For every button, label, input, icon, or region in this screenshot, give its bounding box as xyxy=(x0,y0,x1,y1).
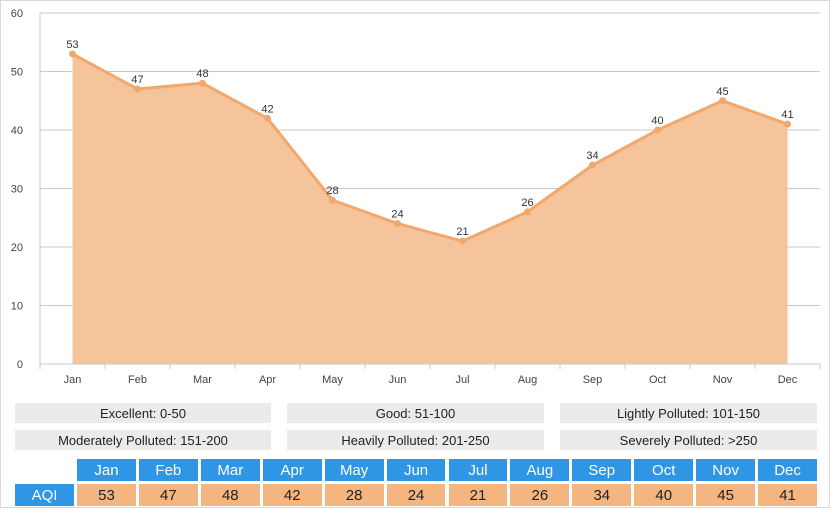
x-tick-label: Jun xyxy=(389,374,407,386)
x-tick-label: Apr xyxy=(259,374,276,386)
x-tick-label: Sep xyxy=(583,374,603,386)
table-month-header: Mar xyxy=(200,459,260,481)
table-aqi-value: 42 xyxy=(262,484,322,506)
data-label: 24 xyxy=(391,209,403,221)
table-month-header: Aug xyxy=(510,459,570,481)
table-aqi-value: 47 xyxy=(138,484,198,506)
table-aqi-value: 48 xyxy=(200,484,260,506)
x-tick-label: Jul xyxy=(455,374,469,386)
data-label: 34 xyxy=(586,150,598,162)
table-aqi-value: 41 xyxy=(758,484,817,506)
table-month-header: May xyxy=(324,459,384,481)
table-month-header: Sep xyxy=(572,459,632,481)
legend-heavily-polluted: Heavily Polluted: 201-250 xyxy=(287,430,544,450)
y-tick-label: 40 xyxy=(11,125,23,137)
y-tick-label: 50 xyxy=(11,67,23,79)
series-line xyxy=(71,52,789,243)
table-aqi-value: 26 xyxy=(510,484,570,506)
legend-severely-polluted: Severely Polluted: >250 xyxy=(560,430,817,450)
x-tick-label: Jan xyxy=(64,374,82,386)
table-month-header: Jul xyxy=(448,459,508,481)
data-point xyxy=(329,196,336,204)
data-point xyxy=(524,208,531,216)
legend-moderately-polluted: Moderately Polluted: 151-200 xyxy=(15,430,271,450)
data-point xyxy=(589,161,596,169)
table-aqi-value: 21 xyxy=(448,484,508,506)
data-label: 28 xyxy=(326,185,338,197)
y-tick-label: 0 xyxy=(17,359,23,371)
data-label: 53 xyxy=(66,39,78,51)
x-tick-label: Mar xyxy=(193,374,212,386)
data-label: 21 xyxy=(456,226,468,238)
x-tick-label: Dec xyxy=(778,374,798,386)
table-month-header: Apr xyxy=(262,459,322,481)
y-tick-label: 30 xyxy=(11,184,23,196)
table-aqi-value: 24 xyxy=(386,484,446,506)
data-label: 47 xyxy=(131,74,143,86)
table-month-header: Jun xyxy=(386,459,446,481)
data-point xyxy=(784,120,791,128)
y-tick-label: 10 xyxy=(11,301,23,313)
table-aqi-value: 45 xyxy=(696,484,756,506)
table-month-header: Nov xyxy=(696,459,756,481)
x-tick-label: Feb xyxy=(128,374,147,386)
x-tick-label: May xyxy=(322,374,343,386)
y-axis-ticks: 0 10 20 30 40 50 60 xyxy=(11,8,23,371)
x-tick-label: Aug xyxy=(518,374,538,386)
table-month-header: Jan xyxy=(77,459,136,481)
legend-lightly-polluted: Lightly Polluted: 101-150 xyxy=(560,403,817,423)
legend-excellent: Excellent: 0-50 xyxy=(15,403,271,423)
area-fill xyxy=(72,53,788,364)
data-point xyxy=(654,126,661,134)
data-point xyxy=(264,114,271,122)
data-label: 48 xyxy=(196,68,208,80)
data-point xyxy=(459,237,466,245)
data-label: 41 xyxy=(781,109,793,121)
data-point xyxy=(134,85,141,93)
table-month-header: Dec xyxy=(758,459,817,481)
table-row-label: AQI xyxy=(15,484,74,506)
x-tick-label: Oct xyxy=(649,374,666,386)
table-month-header: Oct xyxy=(634,459,694,481)
table-aqi-value: 28 xyxy=(324,484,384,506)
data-point xyxy=(394,220,401,228)
table-aqi-value: 40 xyxy=(634,484,694,506)
data-label: 26 xyxy=(521,197,533,209)
x-tick-label: Nov xyxy=(713,374,733,386)
y-tick-label: 20 xyxy=(11,242,23,254)
y-tick-label: 60 xyxy=(11,8,23,20)
legend-good: Good: 51-100 xyxy=(287,403,544,423)
area-chart: 0 10 20 30 40 50 60 53 47 48 42 28 24 21 26 34 40 45 41 J… xyxy=(11,8,821,386)
table-aqi-value: 34 xyxy=(572,484,632,506)
data-point xyxy=(719,97,726,105)
data-label: 40 xyxy=(651,115,663,127)
data-point xyxy=(69,50,76,58)
table-aqi-value: 53 xyxy=(77,484,136,506)
x-axis-ticks: Jan Feb Mar Apr May Jun Jul Aug Sep Oct Nov Dec xyxy=(39,363,821,386)
data-labels: 53 47 48 42 28 24 21 26 34 40 45 41 xyxy=(66,39,793,238)
data-label: 45 xyxy=(716,86,728,98)
table-month-header: Feb xyxy=(138,459,198,481)
data-label: 42 xyxy=(261,103,273,115)
data-points xyxy=(69,50,791,245)
data-point xyxy=(199,79,206,87)
